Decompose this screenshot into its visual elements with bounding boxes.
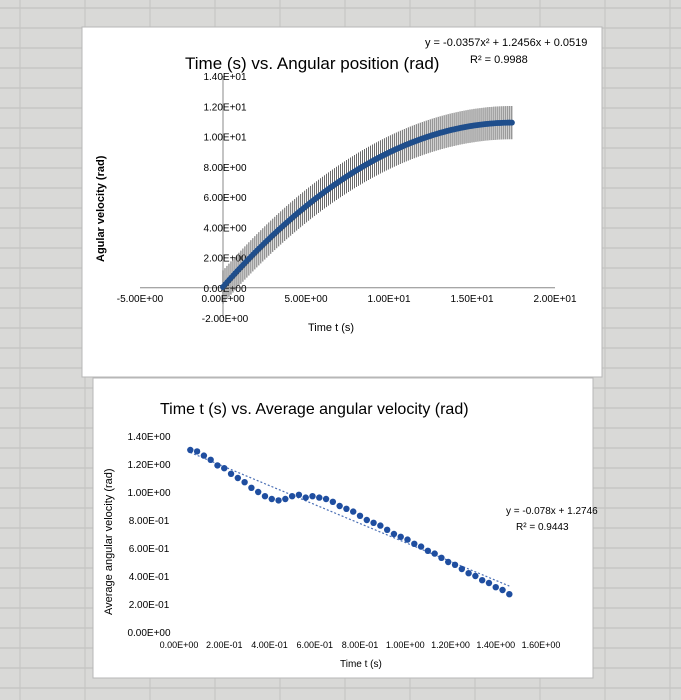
chart-2-point <box>438 554 445 561</box>
chart-2-point <box>445 558 452 566</box>
chart-1-x-tick-label: 1.00E+01 <box>367 294 411 305</box>
chart-1-y-tick-label: 4.00E+00 <box>203 223 247 234</box>
chart-2-point <box>356 512 364 519</box>
chart-2-point <box>316 494 323 501</box>
chart-2-point <box>472 572 479 580</box>
chart-1-data-series <box>220 105 515 304</box>
chart-2-y-tick-label: 6.00E-01 <box>129 544 170 555</box>
chart-2-point <box>268 495 275 503</box>
chart-2-r2: R² = 0.9443 <box>516 522 569 533</box>
chart-1-equation: y = -0.0357x² + 1.2456x + 0.0519 <box>425 37 587 49</box>
chart-2-point <box>254 488 262 496</box>
chart-2-x-tick-label: 6.00E-01 <box>296 640 333 650</box>
chart-2-x-tick-label: 1.00E+00 <box>386 640 425 650</box>
chart-2-point <box>288 493 296 500</box>
chart-1-y-tick-label: 2.00E+00 <box>203 254 247 265</box>
chart-1-x-tick-label: -5.00E+00 <box>117 294 164 305</box>
chart-2-y-tick-label: 4.00E-01 <box>129 572 170 583</box>
chart-2-x-tick-label: 2.00E-01 <box>206 640 243 650</box>
chart-2-point <box>214 462 221 469</box>
chart-2-y-tick-label: 0.00E+00 <box>127 628 171 639</box>
chart-2-x-tick-label: 1.40E+00 <box>476 640 515 650</box>
chart-1-y-tick-label: 8.00E+00 <box>203 163 247 174</box>
chart-2-point <box>404 536 411 543</box>
chart-1-x-tick-label: 2.00E+01 <box>533 294 577 305</box>
chart-2-point <box>343 505 350 512</box>
chart-1-area <box>81 26 603 378</box>
chart-2-point <box>465 570 472 577</box>
chart-2-point <box>478 577 486 584</box>
chart-2-point <box>411 540 418 547</box>
chart-1-r2: R² = 0.9988 <box>470 54 528 66</box>
chart-2-point <box>506 591 513 598</box>
chart-1-x-tick-label: 1.50E+01 <box>450 294 494 305</box>
chart-2-point <box>350 508 357 515</box>
chart-2-point <box>383 526 391 533</box>
chart-2-point <box>417 543 425 550</box>
chart-1-xlabel: Time t (s) <box>308 322 354 334</box>
chart-2-point <box>390 530 398 538</box>
chart-2-point <box>234 474 242 482</box>
chart-2-y-tick-label: 1.40E+00 <box>127 432 171 443</box>
chart-2-x-tick-label: 0.00E+00 <box>160 640 199 650</box>
chart-2-point <box>458 565 466 573</box>
chart-2-y-tick-label: 8.00E-01 <box>129 516 170 527</box>
chart-1: y = -0.0357x² + 1.2456x + 0.0519 Time (s… <box>81 26 603 378</box>
chart-1-y-tick-label: 1.20E+01 <box>203 102 247 113</box>
chart-2-point <box>363 516 370 524</box>
chart-2-point <box>309 493 316 500</box>
chart-2-point <box>302 494 309 501</box>
chart-2-point <box>451 561 459 568</box>
chart-2-point <box>397 533 404 540</box>
chart-2-tick-labels: 0.00E+00 2.00E-01 4.00E-01 6.00E-01 8.00E-01… <box>127 432 560 650</box>
chart-2-x-tick-label: 8.00E-01 <box>342 640 379 650</box>
chart-2-title: Time t (s) vs. Average angular velocity … <box>160 401 469 418</box>
chart-2: Time t (s) vs. Average angular velocity … <box>92 377 598 679</box>
chart-2-point <box>282 495 289 503</box>
chart-2-point <box>485 579 493 587</box>
chart-2-point <box>377 522 384 529</box>
chart-2-point <box>248 484 255 491</box>
chart-2-y-tick-label: 1.00E+00 <box>127 488 171 499</box>
chart-2-point <box>275 497 282 504</box>
chart-2-xlabel: Time t (s) <box>340 659 382 670</box>
chart-1-ylabel: Agular velocity (rad) <box>95 155 107 262</box>
chart-2-point <box>336 502 343 510</box>
chart-2-point <box>322 495 330 503</box>
chart-2-point <box>370 519 377 526</box>
chart-2-ylabel: Average angular velocity (rad) <box>103 468 115 615</box>
chart-2-y-tick-label: 1.20E+00 <box>127 460 171 471</box>
chart-2-point <box>261 493 269 500</box>
chart-2-point <box>193 448 201 455</box>
chart-2-point <box>200 452 208 459</box>
chart-1-point <box>508 119 515 126</box>
chart-1-y-tick-label: 1.00E+01 <box>203 133 247 144</box>
chart-2-point <box>187 446 194 454</box>
chart-2-x-tick-label: 1.60E+00 <box>522 640 561 650</box>
chart-2-point <box>492 584 499 591</box>
chart-2-point <box>424 547 432 554</box>
chart-2-point <box>329 498 337 505</box>
chart-1-y-tick-label: -2.00E+00 <box>202 314 249 325</box>
chart-1-title: Time (s) vs. Angular position (rad) <box>185 54 439 73</box>
chart-2-point <box>221 465 228 472</box>
chart-2-data-series <box>187 446 513 598</box>
chart-1-y-tick-label: 6.00E+00 <box>203 193 247 204</box>
chart-2-point <box>241 479 248 486</box>
chart-2-equation: y = -0.078x + 1.2746 <box>506 506 598 517</box>
chart-2-x-tick-label: 4.00E-01 <box>251 640 288 650</box>
chart-2-point <box>499 586 506 594</box>
chart-2-y-tick-label: 2.00E-01 <box>129 600 170 611</box>
chart-1-y-tick-label: 1.40E+01 <box>203 72 247 83</box>
chart-2-point <box>431 550 438 557</box>
chart-2-point <box>227 470 235 477</box>
chart-2-area <box>92 377 594 679</box>
chart-1-tick-labels: -5.00E+00 0.00E+00 5.00E+00 1.00E+01 1.50E+0… <box>117 72 577 325</box>
chart-2-point <box>295 491 303 498</box>
chart-1-x-tick-label: 5.00E+00 <box>284 294 328 305</box>
chart-2-point <box>207 456 214 463</box>
chart-2-x-tick-label: 1.20E+00 <box>431 640 470 650</box>
